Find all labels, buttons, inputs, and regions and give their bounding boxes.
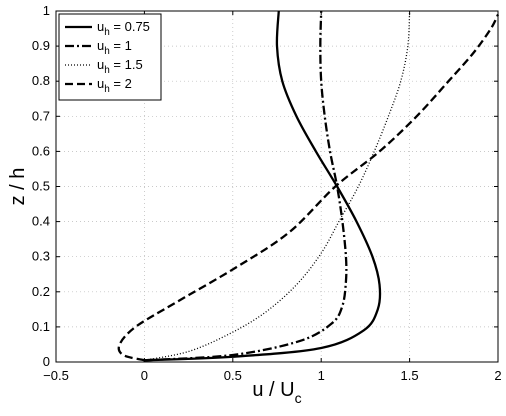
y-tick-label: 0.4 [32, 214, 50, 229]
y-tick-label: 0.3 [32, 249, 50, 264]
series-layer [117, 10, 500, 362]
y-tick-label: 0.6 [32, 143, 50, 158]
x-tick-label: 0 [141, 368, 148, 383]
legend-label-suffix: = 0.75 [110, 19, 150, 34]
y-axis-label: z / h [7, 168, 29, 206]
legend-label-main: u [97, 76, 104, 91]
legend-label-main: u [97, 38, 104, 53]
x-tick-label: 1 [318, 368, 325, 383]
legend-label-sub: h [104, 65, 110, 76]
legend-label: uh = 0.75 [97, 19, 150, 38]
legend-label-suffix: = 2 [110, 76, 132, 91]
series-line-2 [144, 10, 348, 362]
legend-label-suffix: = 1.5 [110, 57, 143, 72]
x-tick-label: 1.5 [401, 368, 419, 383]
series-line-1 [144, 10, 382, 362]
legend-label-sub: h [104, 46, 110, 57]
y-tick-label: 1 [43, 3, 50, 18]
x-axis-label: u / Uc [252, 379, 301, 406]
legend-label-sub: h [104, 27, 110, 38]
legend-label-main: u [97, 57, 104, 72]
x-tick-label: 2 [494, 368, 501, 383]
x-axis-label-sub: c [295, 390, 302, 406]
x-tick-label: 0.5 [224, 368, 242, 383]
series-line-3 [144, 10, 411, 361]
grid [56, 11, 498, 362]
y-tick-label: 0.1 [32, 319, 50, 334]
legend-label: uh = 1 [97, 38, 132, 57]
legend-label-main: u [97, 19, 104, 34]
ticks: −0.5 0 0.5 1 1.5 200.10.20.30.40.50.60.70.80.… [32, 3, 502, 383]
y-tick-label: 0.9 [32, 38, 50, 53]
legend-label-suffix: = 1 [110, 38, 132, 53]
x-tick-label: −0.5 [43, 368, 69, 383]
legend-box [58, 13, 162, 101]
y-tick-label: 0.5 [32, 179, 50, 194]
legend-label: uh = 2 [97, 76, 132, 95]
y-tick-label: 0.2 [32, 284, 50, 299]
series-line-4 [117, 13, 500, 362]
legend-label: uh = 1.5 [97, 57, 143, 76]
y-tick-label: 0.7 [32, 108, 50, 123]
y-tick-label: 0 [43, 354, 50, 369]
legend-label-sub: h [104, 84, 110, 95]
y-tick-label: 0.8 [32, 73, 50, 88]
x-axis-label-main: u / U [252, 379, 294, 401]
